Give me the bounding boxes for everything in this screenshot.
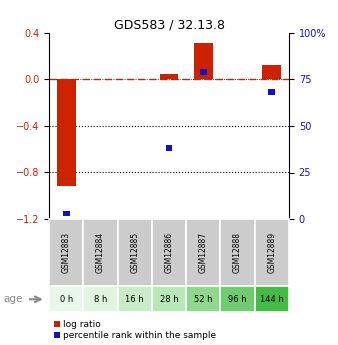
Bar xyxy=(83,219,118,286)
Bar xyxy=(49,286,83,312)
Text: GSM12886: GSM12886 xyxy=(165,232,173,273)
Text: age: age xyxy=(3,294,23,304)
Bar xyxy=(220,286,255,312)
Bar xyxy=(186,286,220,312)
Text: GDS583 / 32.13.8: GDS583 / 32.13.8 xyxy=(114,19,224,32)
Bar xyxy=(49,219,83,286)
Text: GSM12887: GSM12887 xyxy=(199,232,208,273)
Bar xyxy=(152,219,186,286)
Bar xyxy=(200,69,207,75)
Text: 8 h: 8 h xyxy=(94,295,107,304)
Bar xyxy=(118,219,152,286)
Bar xyxy=(262,65,281,79)
Text: 96 h: 96 h xyxy=(228,295,247,304)
Bar xyxy=(57,79,76,186)
Text: 16 h: 16 h xyxy=(125,295,144,304)
Bar xyxy=(255,219,289,286)
Bar xyxy=(160,73,178,79)
Bar xyxy=(166,145,172,151)
Text: 52 h: 52 h xyxy=(194,295,213,304)
Legend: log ratio, percentile rank within the sample: log ratio, percentile rank within the sa… xyxy=(53,320,217,341)
Text: GSM12884: GSM12884 xyxy=(96,232,105,273)
Text: GSM12889: GSM12889 xyxy=(267,232,276,273)
Text: GSM12883: GSM12883 xyxy=(62,232,71,273)
Bar xyxy=(194,43,213,79)
Text: 28 h: 28 h xyxy=(160,295,178,304)
Bar xyxy=(220,219,255,286)
Bar xyxy=(118,286,152,312)
Bar xyxy=(186,219,220,286)
Text: GSM12888: GSM12888 xyxy=(233,232,242,273)
Bar xyxy=(83,286,118,312)
Text: 0 h: 0 h xyxy=(59,295,73,304)
Bar xyxy=(63,210,70,216)
Bar xyxy=(255,286,289,312)
Bar xyxy=(268,89,275,95)
Bar xyxy=(152,286,186,312)
Text: 144 h: 144 h xyxy=(260,295,284,304)
Text: GSM12885: GSM12885 xyxy=(130,232,139,273)
